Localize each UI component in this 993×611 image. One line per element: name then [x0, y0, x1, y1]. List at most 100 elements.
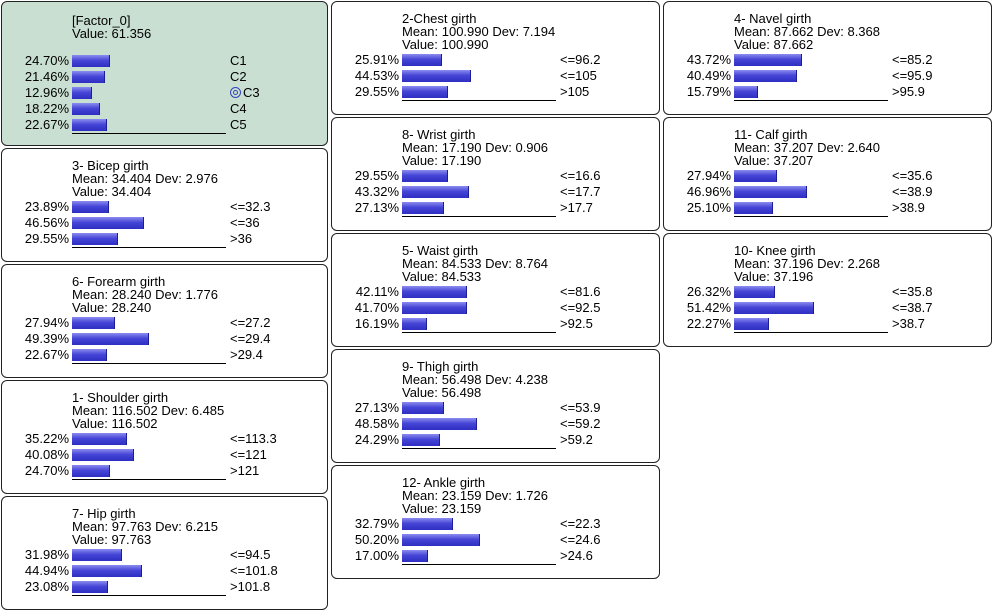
node-waist-girth[interactable]: 5- Waist girth Mean: 84.533 Dev: 8.764 Val…: [331, 233, 660, 347]
node-thigh-girth[interactable]: 9- Thigh girth Mean: 56.498 Dev: 4.238 Val…: [331, 349, 660, 463]
state-row[interactable]: 46.56% <=36: [2, 215, 327, 231]
node-header: 8- Wrist girth Mean: 17.190 Dev: 0.906 Val…: [402, 128, 548, 167]
node-stats: Mean: 84.533 Dev: 8.764: [402, 256, 548, 271]
state-label: <=94.5: [230, 547, 271, 562]
state-label: >105: [560, 84, 590, 99]
state-row[interactable]: 43.72% <=85.2: [664, 52, 991, 68]
state-percent: 44.94%: [24, 563, 69, 578]
node-value: Value: 87.662: [734, 37, 814, 52]
state-row[interactable]: 15.79% >95.9: [664, 84, 991, 100]
probability-bar: [402, 418, 477, 430]
state-row[interactable]: 46.96% <=38.9: [664, 184, 991, 200]
state-row[interactable]: 22.67% C5: [2, 117, 327, 133]
probability-bar: [734, 318, 769, 330]
state-percent: 41.70%: [354, 300, 399, 315]
node-stats: Mean: 37.207 Dev: 2.640: [734, 140, 880, 155]
node-bicep-girth[interactable]: 3- Bicep girth Mean: 34.404 Dev: 2.976 Val…: [1, 148, 328, 262]
selected-state-icon: [230, 87, 241, 98]
state-label: <=81.6: [560, 284, 601, 299]
state-row[interactable]: 12.96% C3: [2, 85, 327, 101]
state-row[interactable]: 25.10% >38.9: [664, 200, 991, 216]
axis-line: [72, 363, 226, 364]
state-row[interactable]: 24.70% >121: [2, 463, 327, 479]
axis-line: [72, 133, 226, 134]
probability-bar: [402, 202, 444, 214]
node-wrist-girth[interactable]: 8- Wrist girth Mean: 17.190 Dev: 0.906 Val…: [331, 117, 660, 231]
probability-bar: [72, 349, 107, 361]
probability-bar: [402, 434, 440, 446]
state-row[interactable]: 44.94% <=101.8: [2, 563, 327, 579]
state-row[interactable]: 40.49% <=95.9: [664, 68, 991, 84]
state-row[interactable]: 51.42% <=38.7: [664, 300, 991, 316]
probability-bar: [72, 201, 109, 213]
state-row[interactable]: 27.13% >17.7: [332, 200, 659, 216]
state-row[interactable]: 27.13% <=53.9: [332, 400, 659, 416]
state-row[interactable]: 23.89% <=32.3: [2, 199, 327, 215]
node-header: 2-Chest girth Mean: 100.990 Dev: 7.194 Val…: [402, 12, 555, 51]
state-row[interactable]: 24.29% >59.2: [332, 432, 659, 448]
node-ankle-girth[interactable]: 12- Ankle girth Mean: 23.159 Dev: 1.726 Va…: [331, 465, 660, 579]
state-percent: 24.29%: [354, 432, 399, 447]
node-shoulder-girth[interactable]: 1- Shoulder girth Mean: 116.502 Dev: 6.48…: [1, 380, 328, 494]
probability-bar: [734, 302, 814, 314]
probability-bar: [72, 333, 149, 345]
probability-bar: [402, 286, 467, 298]
state-row[interactable]: 25.91% <=96.2: [332, 52, 659, 68]
node-forearm-girth[interactable]: 6- Forearm girth Mean: 28.240 Dev: 1.776 V…: [1, 264, 328, 378]
state-row[interactable]: 24.70% C1: [2, 53, 327, 69]
state-label: <=38.7: [892, 300, 933, 315]
state-row[interactable]: 44.53% <=105: [332, 68, 659, 84]
state-percent: 46.96%: [686, 184, 731, 199]
state-row[interactable]: 29.55% >36: [2, 231, 327, 247]
state-row[interactable]: 29.55% <=16.6: [332, 168, 659, 184]
state-row[interactable]: 35.22% <=113.3: [2, 431, 327, 447]
state-label: <=16.6: [560, 168, 601, 183]
state-row[interactable]: 42.11% <=81.6: [332, 284, 659, 300]
axis-line: [402, 564, 556, 565]
node-value: Value: 100.990: [402, 37, 489, 52]
node-factor-0[interactable]: [Factor_0] Value: 61.356 24.70% C1 21.46…: [1, 1, 328, 146]
state-label: >17.7: [560, 200, 593, 215]
node-title: [Factor_0]: [72, 13, 131, 28]
state-row[interactable]: 23.08% >101.8: [2, 579, 327, 595]
node-stats: Mean: 34.404 Dev: 2.976: [72, 171, 218, 186]
state-row[interactable]: 31.98% <=94.5: [2, 547, 327, 563]
state-row[interactable]: 22.27% >38.7: [664, 316, 991, 332]
state-row[interactable]: 48.58% <=59.2: [332, 416, 659, 432]
state-row[interactable]: 22.67% >29.4: [2, 347, 327, 363]
node-header: 10- Knee girth Mean: 37.196 Dev: 2.268 Val…: [734, 244, 880, 283]
node-chest-girth[interactable]: 2-Chest girth Mean: 100.990 Dev: 7.194 Val…: [331, 1, 660, 115]
state-percent: 22.67%: [24, 347, 69, 362]
node-navel-girth[interactable]: 4- Navel girth Mean: 87.662 Dev: 8.368 Val…: [663, 1, 992, 115]
state-row[interactable]: 40.08% <=121: [2, 447, 327, 463]
state-row[interactable]: 27.94% <=35.6: [664, 168, 991, 184]
state-label: <=105: [560, 68, 597, 83]
state-label: <=59.2: [560, 416, 601, 431]
state-row[interactable]: 43.32% <=17.7: [332, 184, 659, 200]
probability-bar: [734, 186, 807, 198]
state-row[interactable]: 18.22% C4: [2, 101, 327, 117]
state-row[interactable]: 17.00% >24.6: [332, 548, 659, 564]
probability-bar: [402, 518, 453, 530]
probability-bar: [72, 71, 105, 83]
node-calf-girth[interactable]: 11- Calf girth Mean: 37.207 Dev: 2.640 Val…: [663, 117, 992, 231]
state-row[interactable]: 41.70% <=92.5: [332, 300, 659, 316]
state-row[interactable]: 21.46% C2: [2, 69, 327, 85]
state-label: >24.6: [560, 548, 593, 563]
probability-bar: [72, 55, 110, 67]
state-row[interactable]: 27.94% <=27.2: [2, 315, 327, 331]
probability-bar: [72, 565, 142, 577]
node-stats: Mean: 116.502 Dev: 6.485: [72, 403, 225, 418]
state-row[interactable]: 29.55% >105: [332, 84, 659, 100]
probability-bar: [734, 170, 777, 182]
state-row[interactable]: 26.32% <=35.8: [664, 284, 991, 300]
node-hip-girth[interactable]: 7- Hip girth Mean: 97.763 Dev: 6.215 Value…: [1, 496, 328, 610]
state-percent: 22.27%: [686, 316, 731, 331]
node-knee-girth[interactable]: 10- Knee girth Mean: 37.196 Dev: 2.268 Val…: [663, 233, 992, 347]
state-row[interactable]: 16.19% >92.5: [332, 316, 659, 332]
state-row[interactable]: 50.20% <=24.6: [332, 532, 659, 548]
state-row[interactable]: 32.79% <=22.3: [332, 516, 659, 532]
state-row[interactable]: 49.39% <=29.4: [2, 331, 327, 347]
axis-line: [402, 100, 556, 101]
state-percent: 27.13%: [354, 400, 399, 415]
